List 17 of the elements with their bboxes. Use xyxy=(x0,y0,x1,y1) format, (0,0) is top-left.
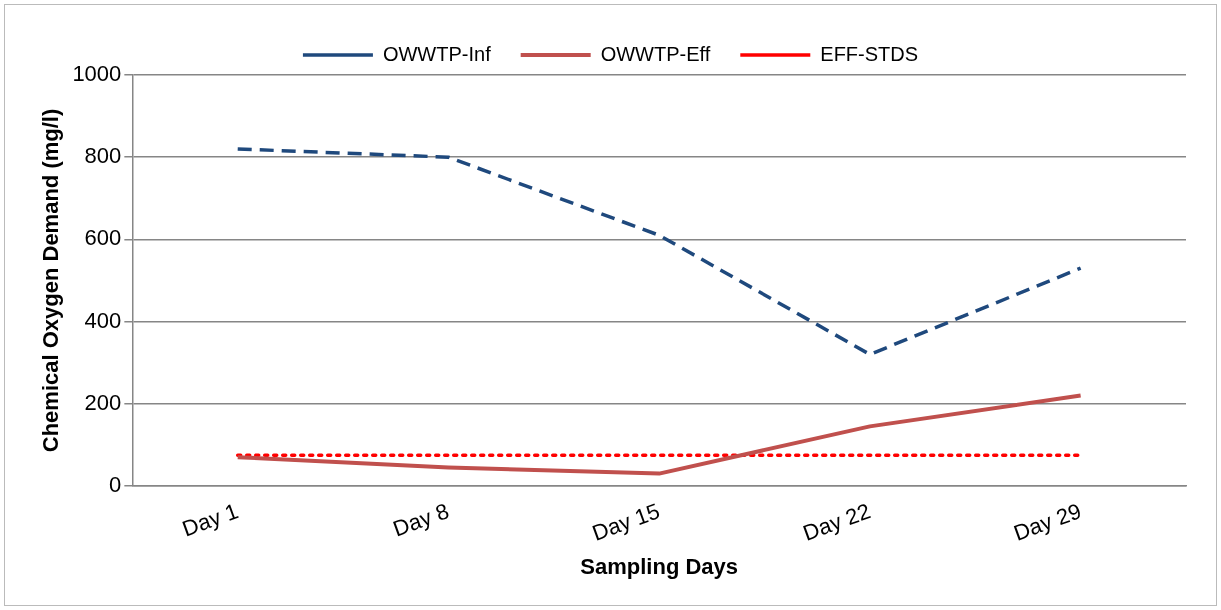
y-axis-title: Chemical Oxygen Demand (mg/l) xyxy=(38,108,64,453)
y-tick-label: 0 xyxy=(109,472,122,498)
x-axis-title: Sampling Days xyxy=(580,553,739,579)
legend-label: OWWTP-Inf xyxy=(382,42,492,65)
x-tick-label: Day 1 xyxy=(178,498,242,542)
y-tick-label: 200 xyxy=(84,389,122,415)
x-tick-label: Day 22 xyxy=(799,498,874,546)
x-tick-label: Day 8 xyxy=(389,498,453,542)
y-tick-label: 800 xyxy=(84,143,122,169)
line-series xyxy=(235,147,1083,357)
y-tick-label: 400 xyxy=(84,307,122,333)
legend-label: EFF-STDS xyxy=(820,42,919,65)
x-tick-label: Day 15 xyxy=(588,498,663,546)
y-tick-label: 1000 xyxy=(72,61,122,87)
y-tick-label: 600 xyxy=(84,225,122,251)
x-tick-label: Day 29 xyxy=(1010,498,1085,546)
legend-label: OWWTP-Eff xyxy=(600,42,711,65)
